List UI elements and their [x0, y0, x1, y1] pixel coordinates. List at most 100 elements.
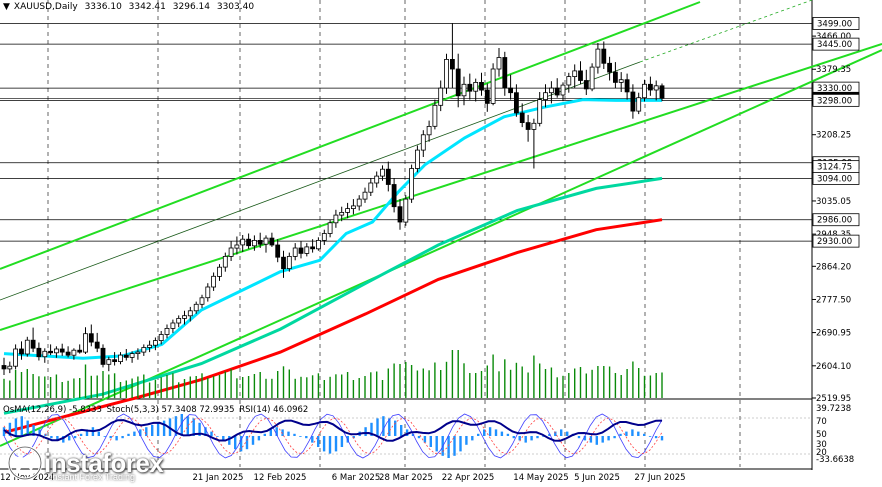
osma-histogram-bar	[465, 436, 468, 445]
volume-bar	[148, 382, 151, 398]
osma-histogram-bar	[317, 436, 320, 447]
price-label-text: 3124.75	[817, 163, 852, 173]
volume-bar	[265, 378, 267, 399]
volume-bar	[539, 363, 541, 398]
x-tick-label: 21 Jan 2025	[193, 473, 244, 483]
candle-body	[13, 348, 19, 367]
osma-histogram-bar	[50, 436, 53, 439]
osma-histogram-bar	[162, 420, 166, 436]
candle-body	[158, 334, 164, 341]
volume-bar	[603, 366, 605, 398]
volume-bar	[9, 380, 11, 398]
volume-bar	[137, 376, 139, 398]
volume-bar	[620, 375, 622, 398]
volume-bar	[393, 363, 395, 398]
regression-extension-line	[639, 0, 813, 63]
volume-bar	[242, 377, 244, 398]
candle-body	[42, 350, 48, 358]
volume-bar	[335, 374, 337, 399]
osma-histogram-bar	[275, 427, 278, 436]
candle-body	[397, 206, 403, 223]
osma-histogram-bar	[625, 431, 628, 436]
x-tick-label: 22 Apr 2025	[442, 473, 495, 483]
osma-histogram-bar	[145, 427, 148, 436]
candle-body	[182, 315, 187, 319]
candle-body	[374, 175, 380, 184]
volume-bar	[492, 354, 494, 398]
candle-body	[7, 365, 13, 370]
volume-bar	[84, 364, 87, 398]
osma-histogram-bar	[103, 436, 106, 437]
volume-bar	[376, 371, 378, 398]
y-tick-label: 2519.95	[816, 394, 851, 404]
osma-histogram-bar	[423, 436, 427, 443]
volume-bar	[271, 378, 273, 399]
volume-bar	[661, 372, 663, 398]
volume-bar	[96, 375, 98, 398]
volume-bar	[358, 378, 360, 398]
price-label-box	[812, 93, 860, 107]
volume-bar	[422, 368, 424, 398]
osma-histogram-bar	[536, 436, 539, 439]
candle-body	[403, 198, 409, 223]
volume-bar	[632, 361, 634, 398]
osma-histogram-bar	[186, 416, 189, 436]
volume-bar	[346, 372, 349, 398]
volume-bar	[143, 374, 145, 398]
osma-histogram-bar	[506, 433, 510, 436]
candle-body	[19, 348, 24, 355]
candle-body	[484, 89, 490, 104]
candle-body	[653, 85, 659, 91]
candle-body	[88, 333, 94, 343]
candle-body	[420, 134, 426, 151]
candle-body	[473, 82, 479, 92]
osma-histogram-bar	[453, 436, 456, 456]
candle-body	[123, 354, 129, 358]
osma-histogram-bar	[352, 436, 355, 439]
volume-bar	[410, 365, 413, 398]
candle-body	[607, 62, 612, 73]
volume-bar	[44, 376, 46, 398]
candle-body	[519, 112, 525, 124]
candle-body	[176, 317, 182, 324]
osma-histogram-bar	[530, 436, 533, 441]
price-label-text: 2930.00	[817, 237, 852, 247]
volume-bar	[440, 370, 442, 398]
candle-body	[251, 239, 257, 247]
volume-bar	[626, 369, 628, 398]
volume-bar	[486, 365, 488, 398]
volume-bar	[172, 373, 174, 399]
oscillator-axis-label: 30	[816, 440, 827, 450]
oscillator-axis-label: -33.6638	[816, 455, 854, 465]
osma-histogram-bar	[180, 414, 183, 436]
osma-histogram-bar	[382, 416, 385, 436]
volume-bar	[643, 375, 646, 399]
volume-bar	[370, 372, 372, 399]
osma-histogram-bar	[257, 436, 261, 441]
symbol-label: XAUUSD,Daily	[13, 2, 78, 12]
candle-body	[490, 68, 496, 104]
channel-middle-line	[0, 43, 882, 331]
osma-histogram-bar	[518, 436, 521, 441]
y-tick-label: 2777.50	[816, 295, 851, 305]
candle-body	[537, 99, 543, 124]
osma-histogram-bar	[554, 431, 557, 436]
osma-histogram-bar	[648, 436, 652, 437]
price-label-box	[812, 37, 860, 51]
price-label-text: 3094.00	[817, 174, 852, 184]
volume-bar	[579, 367, 582, 398]
osma-histogram-bar	[595, 436, 598, 445]
low-value: 3296.14	[172, 2, 210, 12]
osma-histogram-bar	[613, 436, 616, 439]
candle-body	[170, 322, 176, 329]
osma-histogram-bar	[583, 436, 587, 441]
osma-histogram-bar	[589, 436, 593, 443]
candle-body	[648, 83, 653, 91]
volume-bar	[498, 371, 500, 399]
header-arrow-icon[interactable]: ▼	[3, 2, 10, 12]
volume-bar	[428, 370, 430, 399]
candle-body	[467, 83, 473, 92]
osma-histogram-bar	[524, 436, 527, 443]
candle-body	[578, 70, 583, 81]
